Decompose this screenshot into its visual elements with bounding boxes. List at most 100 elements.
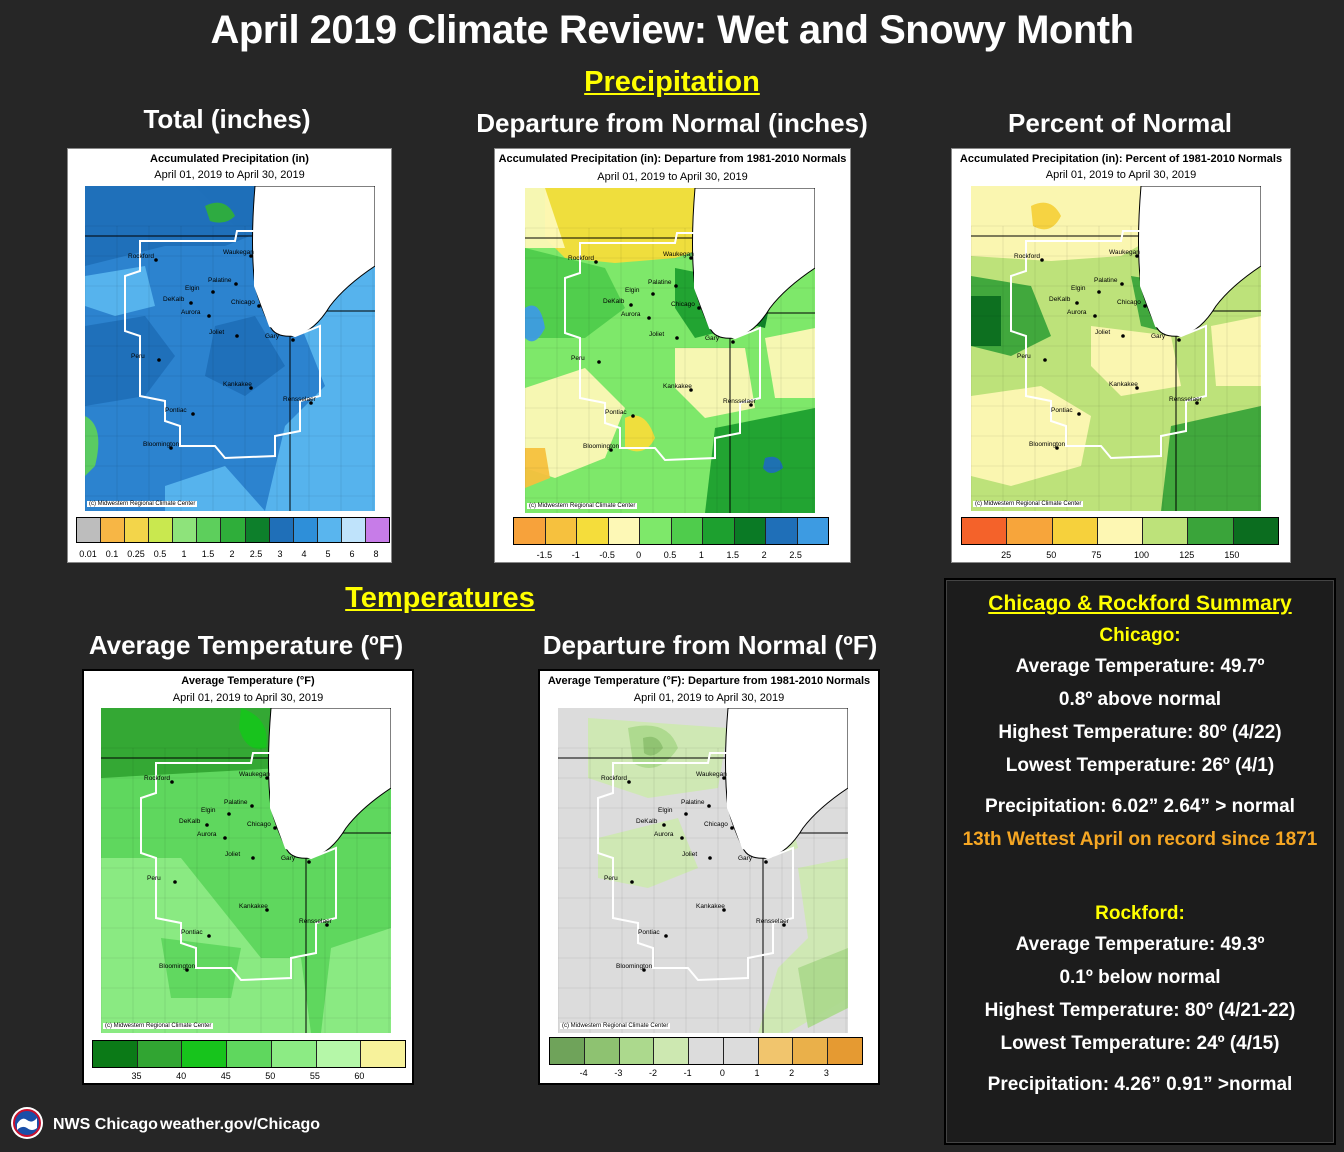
city-dot: [185, 968, 189, 972]
city-label: Joliet: [649, 331, 664, 338]
map-credit: (c) Midwestern Regional Climate Center: [103, 1023, 214, 1029]
lake-michigan: [1138, 186, 1261, 337]
map-contour-region: [765, 328, 815, 398]
legend-tick-label: 6: [349, 549, 355, 559]
city-dot: [684, 812, 688, 816]
map-title: Average Temperature (°F): Departure from…: [547, 675, 871, 687]
legend-tick-label: 55: [309, 1071, 320, 1081]
cwa-boundary: [124, 230, 321, 460]
legend-tick-label: 0.5: [153, 549, 167, 559]
city-dot: [697, 306, 701, 310]
city-dot: [1135, 386, 1139, 390]
map-contour-region: [971, 386, 1091, 486]
legend-tick-label: 3: [823, 1068, 829, 1078]
city-dot: [170, 780, 174, 784]
city-label: Waukegan: [239, 771, 270, 778]
city-label: Peru: [571, 355, 585, 362]
legend-swatch: [77, 518, 102, 542]
chicago-avg-temp: Average Temperature: 49.7º: [1015, 656, 1265, 677]
city-label: Aurora: [181, 309, 201, 316]
city-label: Palatine: [648, 279, 672, 286]
legend-swatch: [723, 1038, 759, 1064]
legend-tick-label: 4: [301, 549, 307, 559]
city-dot: [594, 260, 598, 264]
color-legend: [76, 517, 390, 543]
legend-swatch: [640, 518, 672, 544]
map-contour-region: [545, 188, 705, 263]
city-label: Chicago: [671, 301, 695, 308]
map-contour-region: [525, 368, 625, 478]
city-label: Chicago: [231, 299, 255, 306]
city-dot: [1093, 314, 1097, 318]
map-title: Accumulated Precipitation (in): Departur…: [498, 153, 847, 165]
city-label: Kankakee: [239, 903, 268, 910]
city-dot: [1121, 334, 1125, 338]
map-dates: April 01, 2019 to April 30, 2019: [172, 692, 324, 704]
legend-tick-label: 35: [131, 1071, 142, 1081]
map-contour-region: [321, 928, 391, 1033]
city-dot: [629, 303, 633, 307]
city-label: Gary: [265, 333, 280, 340]
city-dot: [250, 804, 254, 808]
legend-swatch: [766, 518, 798, 544]
legend-swatch: [173, 518, 198, 542]
city-label: Palatine: [681, 799, 705, 806]
map-contour-region: [165, 466, 265, 511]
city-label: Waukegan: [663, 251, 694, 258]
legend-tick-label: 75: [1091, 550, 1102, 560]
city-dot: [227, 812, 231, 816]
map-contour-region: [675, 348, 755, 418]
footer-url[interactable]: weather.gov/Chicago: [160, 1116, 321, 1133]
city-label: Elgin: [185, 285, 200, 292]
city-label: Chicago: [247, 821, 271, 828]
legend-tick-label: 2: [761, 550, 767, 560]
city-label: Waukegan: [223, 249, 254, 256]
legend-swatch: [341, 518, 366, 542]
city-label: Aurora: [197, 831, 217, 838]
city-dot: [1097, 290, 1101, 294]
city-label: Rockford: [128, 253, 154, 260]
city-dot: [249, 254, 253, 258]
cwa-boundary: [597, 752, 794, 982]
lake-michigan: [692, 188, 815, 339]
map-contour-region: [205, 202, 235, 223]
legend-swatch: [1097, 518, 1144, 544]
color-legend: [961, 517, 1279, 545]
legend-ticks: -1.5 -1 -0.5 0 0.5 1 1.5 2 2.5: [513, 550, 827, 562]
city-dot: [1075, 301, 1079, 305]
map-credit: (c) Midwestern Regional Climate Center: [87, 501, 198, 507]
city-dot: [211, 290, 215, 294]
legend-tick-label: 2.5: [249, 549, 263, 559]
chicago-departure: 0.8º above normal: [1058, 689, 1222, 710]
map-contour-region: [85, 266, 155, 316]
city-dot: [642, 968, 646, 972]
map-contour-region: [971, 186, 1156, 261]
city-dot: [207, 934, 211, 938]
city-dot: [630, 880, 634, 884]
city-label: Peru: [131, 353, 145, 360]
legend-tick-label: 3: [277, 549, 283, 559]
map-contour-region: [598, 818, 698, 888]
city-dot: [234, 282, 238, 286]
city-dot: [1135, 254, 1139, 258]
city-dot: [609, 448, 613, 452]
city-dot: [1040, 258, 1044, 262]
legend-tick-label: -2: [648, 1068, 658, 1078]
map-contour-region: [1031, 202, 1061, 230]
legend-swatch: [197, 518, 222, 542]
city-dot: [309, 401, 313, 405]
legend-swatch: [293, 518, 318, 542]
city-dot: [189, 301, 193, 305]
city-label: Joliet: [682, 851, 697, 858]
city-dot: [207, 314, 211, 318]
precip-departure-heading: Departure from Normal (inches): [476, 108, 868, 138]
map-contour-region: [1091, 326, 1181, 396]
legend-swatch: [1233, 518, 1278, 544]
city-dot: [157, 358, 161, 362]
city-dot: [1195, 401, 1199, 405]
rockford-precip: Precipitation: 4.26” 0.91” >normal: [987, 1074, 1293, 1095]
city-label: Waukegan: [696, 771, 727, 778]
city-dot: [708, 856, 712, 860]
